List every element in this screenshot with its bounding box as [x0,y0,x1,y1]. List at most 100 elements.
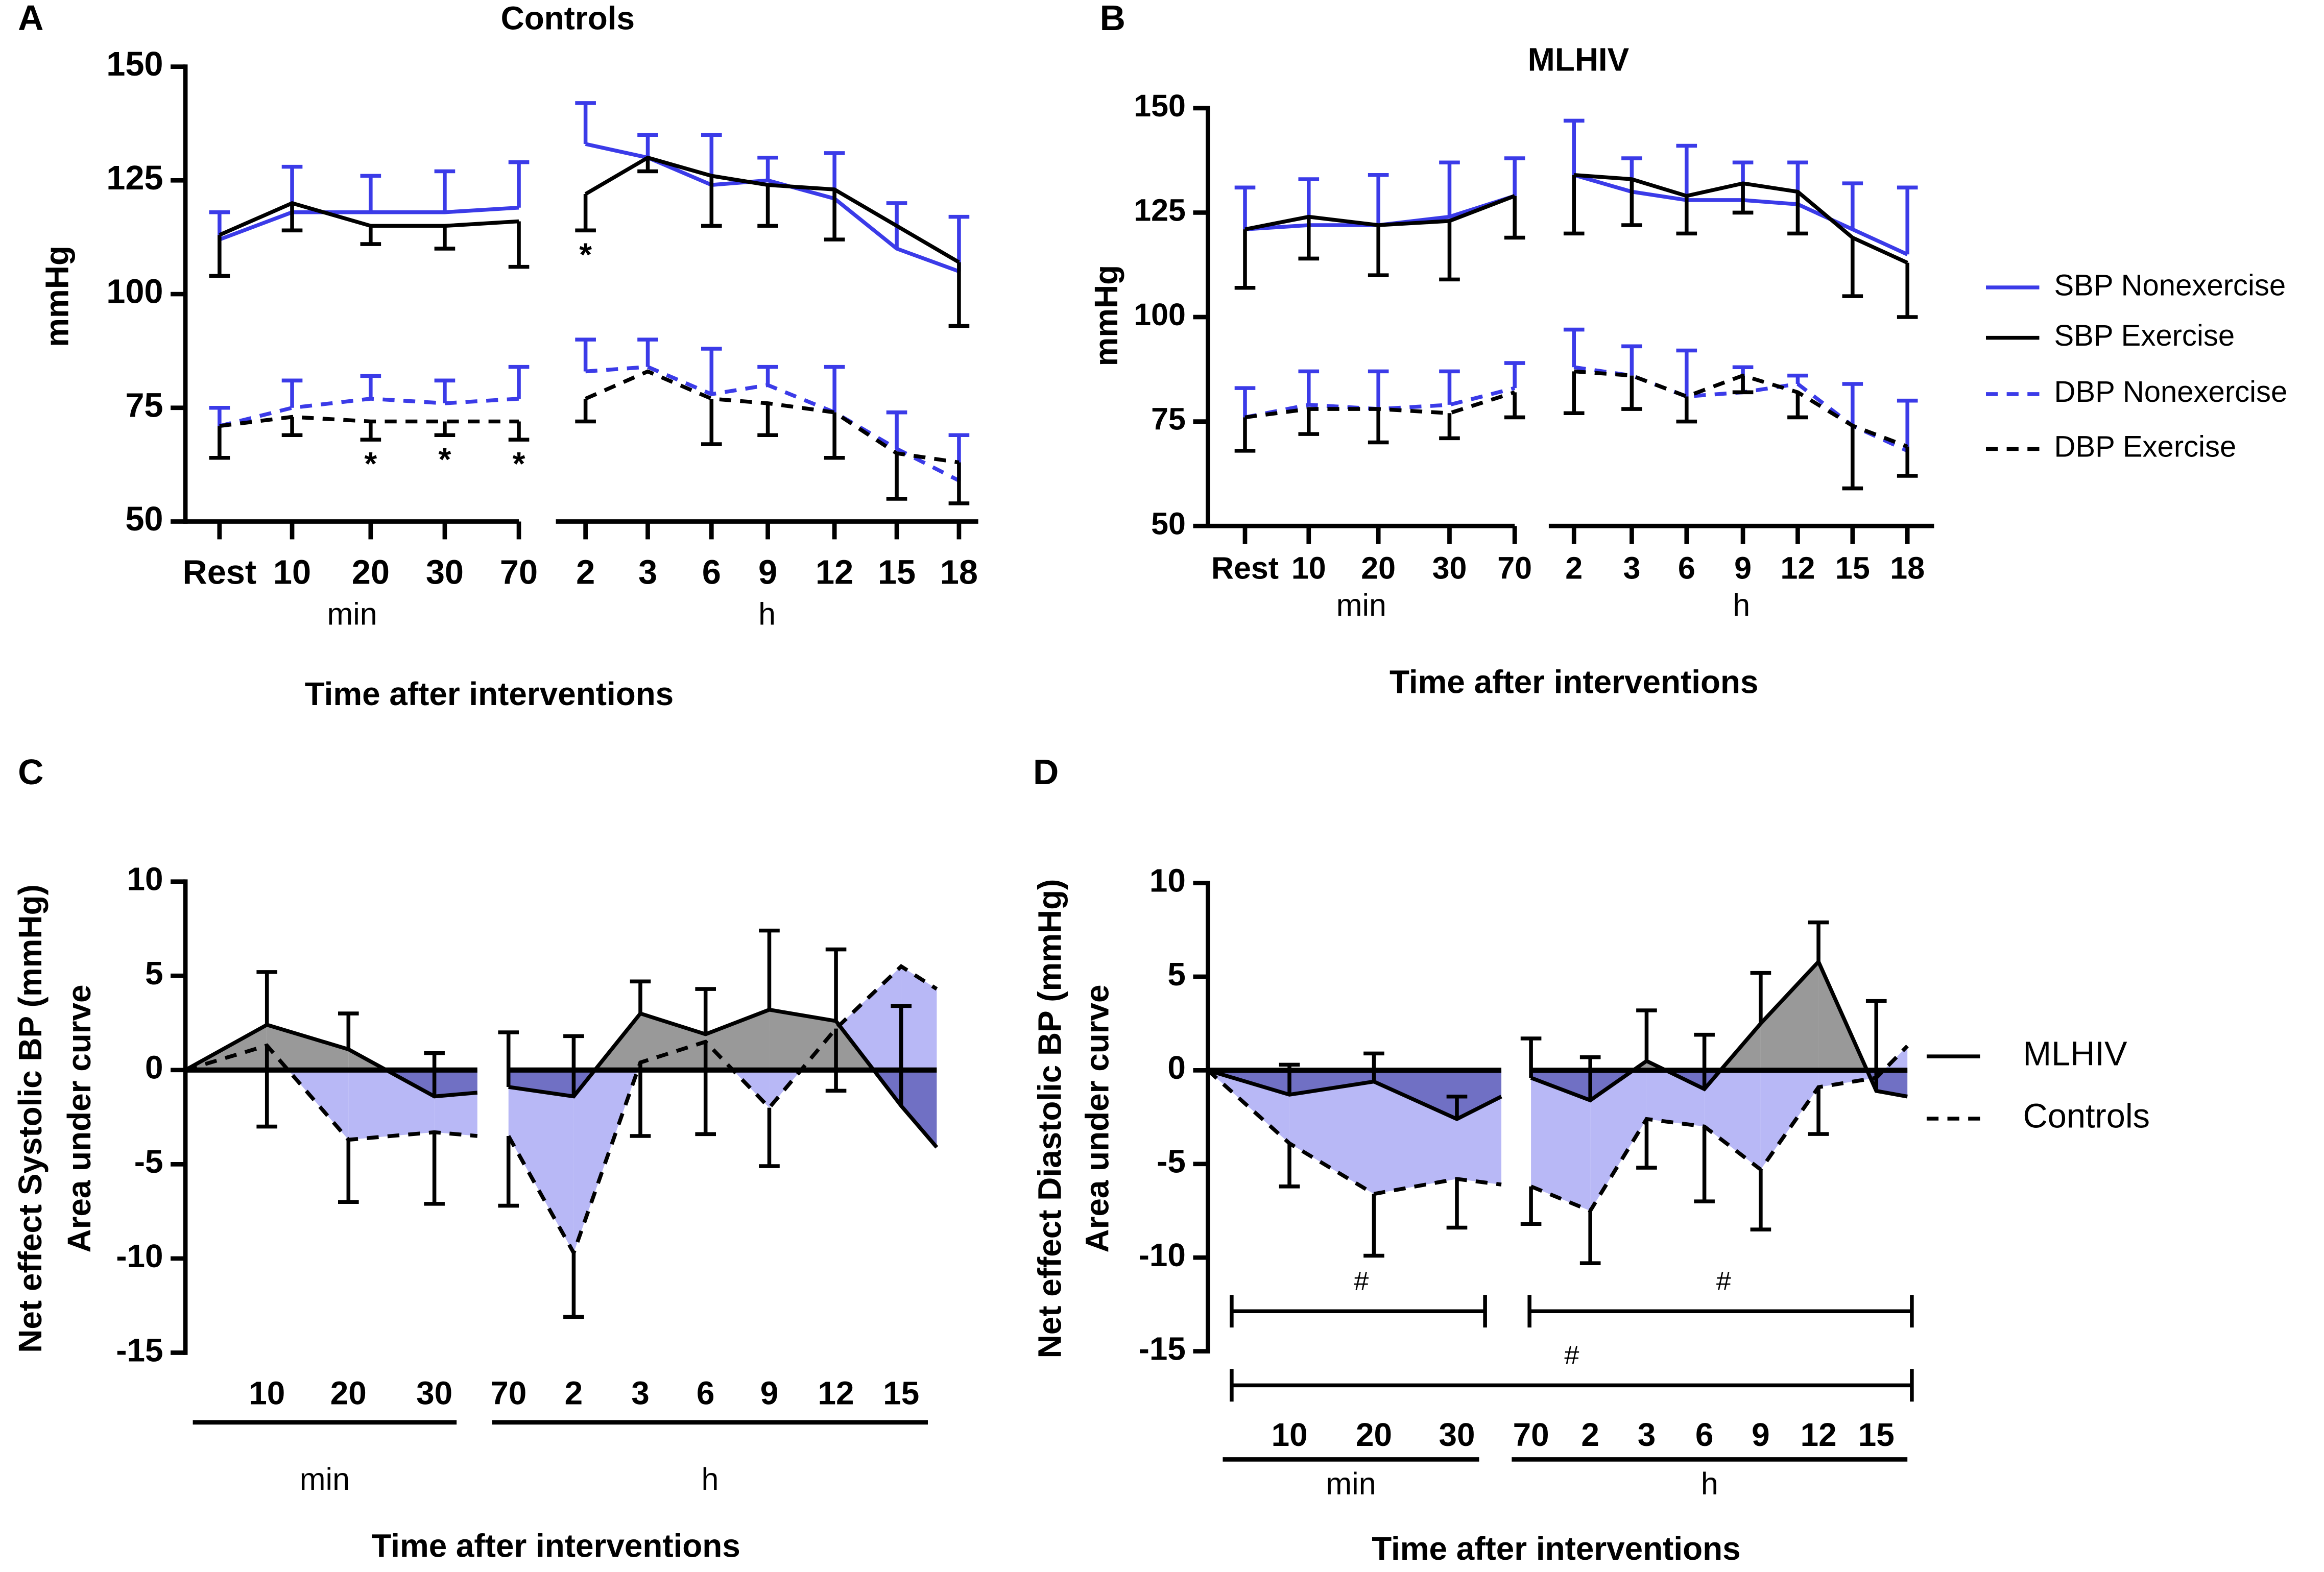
panel-letter: D [1033,752,1059,792]
group-label: min [1326,1466,1376,1501]
chart-title: Controls [501,0,635,36]
area-fill [1531,1070,1591,1211]
x-tick-label: 20 [330,1375,367,1412]
significance-marker: * [579,236,592,273]
area-fill [769,1009,836,1070]
series-line [1573,173,1908,256]
x-tick-label: 10 [249,1375,285,1412]
x-tick-label: 9 [1734,550,1752,585]
area-fill [1289,1070,1374,1095]
x-axis-label: Time after interventions [1389,664,1758,700]
y-tick-label: 5 [1167,956,1186,993]
panel-letter: A [18,0,43,38]
y-axis-label: Area under curve [1079,984,1115,1252]
x-tick-label: 12 [1781,550,1815,585]
y-tick-label: -5 [1157,1143,1186,1180]
group-label: h [1701,1466,1718,1501]
legend-label: Controls [2023,1098,2150,1135]
x-tick-label: 15 [1858,1416,1895,1453]
area-fill [1374,1070,1457,1119]
x-tick-label: 15 [1835,550,1870,585]
area-fill [901,1070,937,1148]
significance-marker: * [513,445,525,482]
x-tick-label: 15 [878,554,916,592]
x-tick-label: 18 [940,554,978,592]
panel-letter: C [18,752,43,792]
x-tick-label: Rest [1211,550,1279,585]
area-fill [705,1009,770,1070]
legend-label: DBP Nonexercise [2054,375,2287,408]
series-line [507,964,938,1258]
area-fill [434,1070,477,1097]
panel-letter: B [1100,0,1125,38]
y-tick-label: 150 [1134,88,1186,123]
y-tick-label: 10 [127,861,163,898]
y-tick-label: 75 [1151,402,1186,437]
area-fill [1456,1070,1502,1119]
y-tick-label: 100 [106,273,163,311]
area-fill [1876,1070,1908,1097]
x-tick-label: 10 [273,554,311,592]
area-fill [508,1070,574,1097]
y-axis-label: Net effect Diastolic BP (mmHg) [1032,879,1068,1359]
area-fill [1289,1070,1374,1194]
series-line [584,155,960,264]
y-tick-label: 150 [106,45,163,83]
x-tick-label: 20 [1356,1416,1392,1453]
x-axis-label: Time after interventions [371,1527,740,1564]
bracket-label: # [1354,1267,1369,1296]
x-tick-label: 3 [638,554,657,592]
group-label: h [1733,588,1750,622]
y-tick-label: 50 [125,500,163,538]
x-tick-label: 3 [1623,550,1640,585]
x-tick-label: 2 [576,554,595,592]
x-tick-label: 12 [818,1375,854,1412]
chart-title: MLHIV [1528,41,1630,78]
x-tick-label: 9 [1752,1416,1770,1453]
x-tick-label: 70 [500,554,538,592]
x-tick-label: 10 [1272,1416,1308,1453]
y-axis-label: Net effect Systolic BP (mmHg) [12,884,49,1352]
legend-label: DBP Exercise [2054,430,2236,464]
y-tick-label: 10 [1149,862,1186,899]
y-tick-label: 5 [145,955,163,991]
area-fill [1704,1070,1761,1170]
x-tick-label: 2 [1565,550,1583,585]
group-label: h [701,1462,718,1496]
group-label: min [300,1462,350,1496]
x-tick-label: 18 [1890,550,1925,585]
x-tick-label: 6 [697,1375,715,1412]
y-tick-label: -10 [116,1238,163,1274]
bracket-label: # [1564,1341,1579,1370]
area-fill [267,1025,349,1070]
area-fill [733,1070,770,1108]
x-tick-label: 30 [426,554,464,592]
y-tick-label: 100 [1134,297,1186,332]
series-line [508,1007,939,1149]
series-line [219,397,519,428]
area-fill [1590,1070,1647,1211]
bracket-label: # [1716,1267,1731,1296]
y-tick-label: -10 [1139,1237,1186,1273]
series-line [585,365,960,482]
significance-marker: * [364,445,377,482]
x-tick-label: 20 [1361,550,1396,585]
area-fill [508,1070,574,1253]
area-fill [1646,1070,1705,1127]
x-tick-label: 12 [1801,1416,1837,1453]
legend-label: SBP Exercise [2054,319,2235,352]
y-axis-label: Area under curve [61,984,98,1252]
x-tick-label: 30 [1432,550,1467,585]
x-tick-label: 2 [565,1375,583,1412]
x-tick-label: Rest [183,554,257,592]
legend-label: SBP Nonexercise [2054,269,2286,302]
x-tick-label: 6 [1678,550,1695,585]
x-tick-label: 3 [631,1375,650,1412]
group-label: min [327,596,377,631]
x-tick-label: 2 [1581,1416,1599,1453]
x-tick-label: 30 [1439,1416,1475,1453]
x-tick-label: 20 [352,554,390,592]
x-tick-label: 9 [758,554,777,592]
